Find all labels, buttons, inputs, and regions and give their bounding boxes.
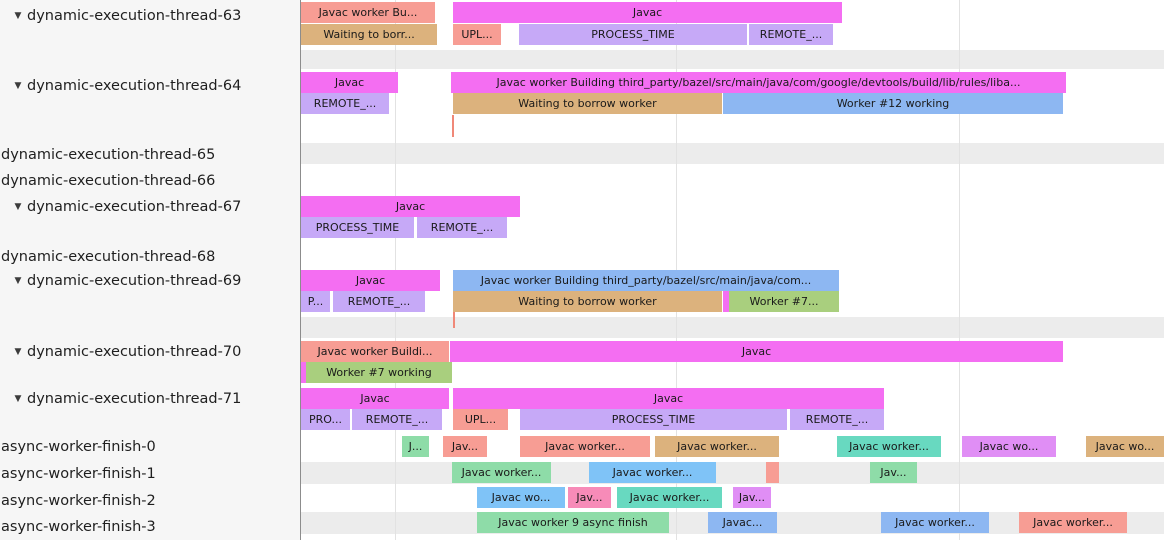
timeline-slice[interactable] [723,291,729,312]
timeline-slice[interactable]: Javac [301,270,440,291]
timeline-slice[interactable]: J... [402,436,429,457]
timeline-slice[interactable]: Javac worker Buildi... [301,341,449,362]
instant-event-tick[interactable] [452,115,454,137]
timeline-slice[interactable]: Javac worker... [837,436,941,457]
timeline-slice[interactable]: Javac worker... [452,462,551,483]
sidebar-item-async-worker-finish-2[interactable]: async-worker-finish-2 [0,490,301,512]
timeline-slice[interactable]: PROCESS_TIME [520,409,787,430]
timeline-slice[interactable] [301,362,307,383]
sidebar-item-dynamic-execution-thread-67[interactable]: ▼ dynamic-execution-thread-67 [0,196,300,218]
thread-name-label: async-worker-finish-2 [1,493,156,509]
timeline-slice[interactable]: Javac worker Building third_party/bazel/… [453,270,839,291]
timeline-slice[interactable]: Javac [301,388,449,409]
timeline-slice[interactable]: PROCESS_TIME [519,24,747,45]
timeline-slice[interactable]: REMOTE_... [417,217,507,238]
collapse-triangle-icon[interactable]: ▼ [14,394,22,404]
timeline-slice[interactable]: P... [301,291,330,312]
row-background-band [301,50,1164,69]
sidebar-item-async-worker-finish-3[interactable]: async-worker-finish-3 [0,516,301,538]
row-background-band [301,317,1164,338]
timeline-slice[interactable]: REMOTE_... [333,291,425,312]
thread-name-label: dynamic-execution-thread-71 [27,391,242,407]
timeline-slice[interactable]: Javac [453,388,884,409]
thread-name-label: async-worker-finish-0 [1,439,156,455]
sidebar-item-dynamic-execution-thread-68[interactable]: dynamic-execution-thread-68 [0,246,301,268]
thread-name-label: async-worker-finish-3 [1,519,156,535]
sidebar-item-async-worker-finish-1[interactable]: async-worker-finish-1 [0,463,301,485]
collapse-triangle-icon[interactable]: ▼ [14,276,22,286]
timeline-slice[interactable]: Worker #12 working [723,93,1063,114]
timeline-slice[interactable]: Javac [450,341,1063,362]
timeline-slice[interactable]: Javac wo... [962,436,1056,457]
instant-event-tick[interactable] [453,312,455,328]
collapse-triangle-icon[interactable]: ▼ [14,11,22,21]
sidebar-item-dynamic-execution-thread-70[interactable]: ▼ dynamic-execution-thread-70 [0,341,300,363]
timeline-slice[interactable]: PRO... [301,409,350,430]
timeline-slice[interactable]: Javac worker Building third_party/bazel/… [451,72,1066,93]
thread-name-label: dynamic-execution-thread-65 [1,147,216,163]
thread-name-label: dynamic-execution-thread-70 [27,344,242,360]
thread-name-label: dynamic-execution-thread-64 [27,78,242,94]
collapse-triangle-icon[interactable]: ▼ [14,347,22,357]
timeline-canvas[interactable]: Javac worker Bu... Javac Waiting to borr..… [301,0,1164,540]
timeline-slice[interactable]: Waiting to borr... [301,24,437,45]
row-background-band [301,462,1164,484]
timeline-slice[interactable]: Javac worker... [881,512,989,533]
timeline-slice[interactable]: REMOTE_... [301,93,389,114]
timeline-slice[interactable]: Jav... [870,462,917,483]
timeline-slice[interactable]: REMOTE_... [352,409,442,430]
sidebar-item-dynamic-execution-thread-71[interactable]: ▼ dynamic-execution-thread-71 [0,388,300,410]
timeline-slice[interactable]: Jav... [568,487,611,508]
timeline-slice[interactable]: Javac worker 9 async finish [477,512,669,533]
sidebar-item-dynamic-execution-thread-65[interactable]: dynamic-execution-thread-65 [0,144,301,166]
time-gridline [959,0,960,540]
sidebar-item-dynamic-execution-thread-69[interactable]: ▼ dynamic-execution-thread-69 [0,270,300,292]
timeline-slice[interactable]: Javac worker... [617,487,722,508]
timeline-slice[interactable]: PROCESS_TIME [301,217,414,238]
timeline-slice[interactable]: REMOTE_... [790,409,884,430]
row-background-band [301,143,1164,164]
timeline-slice[interactable]: Jav... [733,487,771,508]
collapse-triangle-icon[interactable]: ▼ [14,202,22,212]
timeline-slice[interactable]: REMOTE_... [749,24,833,45]
collapse-triangle-icon[interactable]: ▼ [14,81,22,91]
thread-name-label: async-worker-finish-1 [1,466,156,482]
timeline-slice[interactable] [766,462,779,483]
timeline-slice[interactable]: Jav... [443,436,487,457]
timeline-slice[interactable]: Javac wo... [1086,436,1164,457]
thread-name-label: dynamic-execution-thread-69 [27,273,242,289]
thread-name-label: dynamic-execution-thread-63 [27,8,242,24]
thread-name-label: dynamic-execution-thread-67 [27,199,242,215]
timeline-slice[interactable]: Javac worker Bu... [301,2,435,23]
timeline-slice[interactable]: Worker #7 working [306,362,452,383]
timeline-slice[interactable]: Javac [301,72,398,93]
timeline-slice[interactable]: Javac worker... [520,436,650,457]
timeline-slice[interactable]: Waiting to borrow worker [453,93,722,114]
timeline-slice[interactable]: Javac [453,2,842,23]
timeline-slice[interactable]: Worker #7... [729,291,839,312]
sidebar-item-dynamic-execution-thread-64[interactable]: ▼ dynamic-execution-thread-64 [0,75,300,97]
timeline-slice[interactable]: Waiting to borrow worker [453,291,722,312]
sidebar-item-dynamic-execution-thread-66[interactable]: dynamic-execution-thread-66 [0,170,301,192]
thread-sidebar: ▼ dynamic-execution-thread-63 ▼ dynamic-exe… [0,0,301,540]
thread-name-label: dynamic-execution-thread-68 [1,249,216,265]
timeline-slice[interactable]: Javac worker... [1019,512,1127,533]
timeline-slice[interactable]: Javac worker... [655,436,779,457]
timeline-slice[interactable]: Javac wo... [477,487,565,508]
timeline-slice[interactable]: UPL... [453,24,501,45]
timeline-slice[interactable]: Javac [301,196,520,217]
timeline-slice[interactable]: UPL... [453,409,508,430]
timeline-slice[interactable]: Javac worker... [589,462,716,483]
thread-name-label: dynamic-execution-thread-66 [1,173,216,189]
timeline-slice[interactable]: Javac... [708,512,777,533]
sidebar-item-async-worker-finish-0[interactable]: async-worker-finish-0 [0,436,301,458]
sidebar-item-dynamic-execution-thread-63[interactable]: ▼ dynamic-execution-thread-63 [0,5,300,27]
